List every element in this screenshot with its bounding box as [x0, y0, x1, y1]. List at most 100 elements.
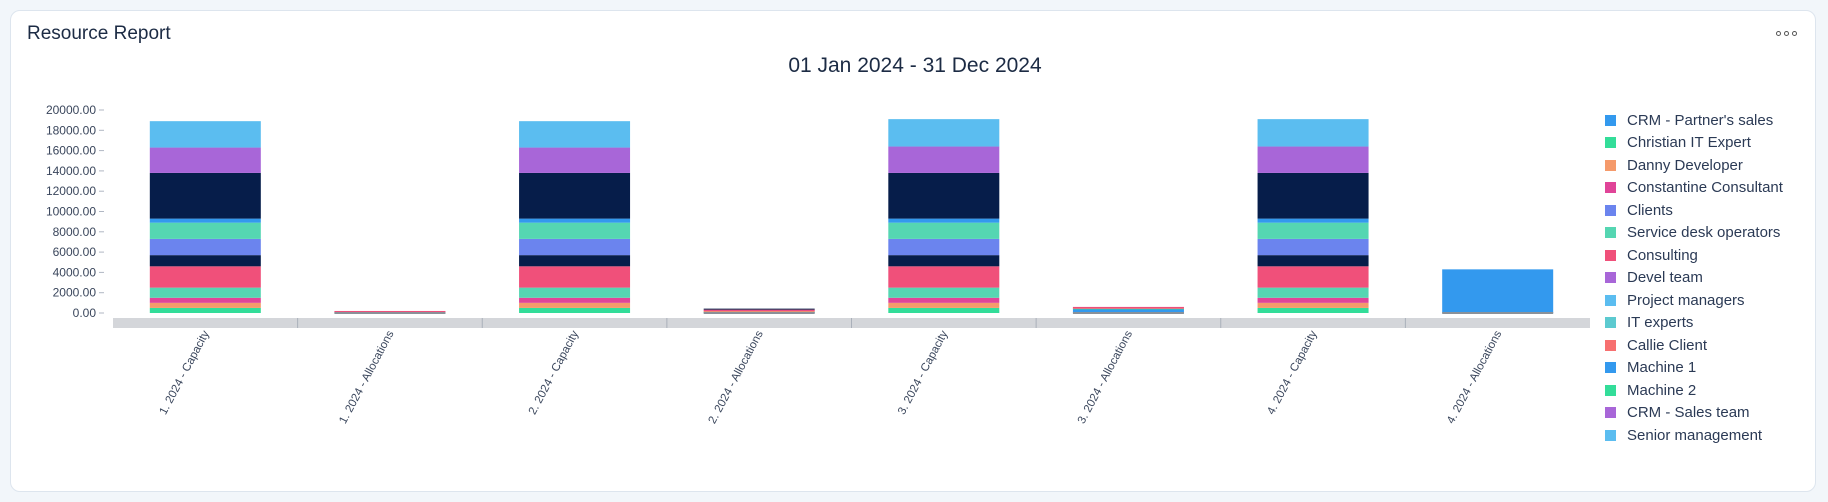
bar-segment	[334, 311, 446, 313]
x-tick-label: 2. 2024 - Allocations	[707, 329, 766, 426]
legend-item[interactable]: Christian IT Expert	[1605, 132, 1783, 155]
legend-item[interactable]: Devel team	[1605, 267, 1783, 290]
bar-segment	[1072, 306, 1184, 308]
legend-swatch	[1605, 407, 1616, 419]
bar-segment	[149, 287, 261, 298]
legend-item[interactable]: Danny Developer	[1605, 154, 1783, 177]
bar-segment	[519, 287, 631, 298]
bar-segment	[1257, 302, 1369, 308]
x-tick-label: 4. 2024 - Capacity	[1265, 329, 1320, 417]
bar-segment	[1072, 308, 1184, 313]
bar-segment	[1257, 222, 1369, 239]
y-tick-label: 2000.00	[53, 286, 97, 300]
legend-swatch	[1605, 249, 1616, 261]
legend-label: Devel team	[1627, 269, 1703, 287]
legend-swatch	[1605, 114, 1616, 126]
bar-segment	[888, 222, 1000, 239]
legend-item[interactable]: Consulting	[1605, 244, 1783, 267]
legend-label: Machine 2	[1627, 381, 1697, 399]
bar-segment	[149, 255, 261, 267]
y-tick-label: 20000.00	[46, 103, 96, 117]
bar-segment	[1072, 307, 1184, 309]
bar-segment	[1257, 287, 1369, 298]
bar-segment	[519, 172, 631, 219]
bar-segment	[519, 255, 631, 267]
y-tick-label: 10000.00	[46, 205, 96, 219]
bar-segment	[519, 222, 631, 239]
legend-label: Project managers	[1627, 291, 1745, 309]
bar-segment	[888, 119, 1000, 147]
y-tick-label: 4000.00	[53, 265, 97, 279]
x-tick-label: 3. 2024 - Capacity	[896, 329, 951, 417]
legend-label: Machine 1	[1627, 359, 1697, 377]
legend-item[interactable]: Callie Client	[1605, 334, 1783, 357]
x-tick-label: 1. 2024 - Allocations	[337, 329, 396, 426]
legend-item[interactable]: Project managers	[1605, 289, 1783, 312]
legend-label: Consulting	[1627, 246, 1698, 264]
bar-baseline	[703, 312, 815, 314]
legend-item[interactable]: Machine 1	[1605, 357, 1783, 380]
bar-segment	[888, 172, 1000, 219]
bar-segment	[1072, 308, 1184, 310]
y-tick-label: 12000.00	[46, 184, 96, 198]
legend-swatch	[1605, 339, 1616, 351]
bar-segment	[519, 218, 631, 223]
legend-label: IT experts	[1627, 314, 1694, 332]
legend-label: Service desk operators	[1627, 224, 1781, 242]
x-tick-label: 2. 2024 - Capacity	[527, 329, 582, 417]
y-tick-label: 18000.00	[46, 123, 96, 137]
bar-segment	[888, 287, 1000, 298]
legend-swatch	[1605, 317, 1616, 329]
bar-segment	[1257, 119, 1369, 147]
legend-swatch	[1605, 182, 1616, 194]
legend-item[interactable]: Constantine Consultant	[1605, 177, 1783, 200]
bar-segment	[1257, 218, 1369, 223]
bar-segment	[888, 307, 1000, 313]
y-tick-label: 8000.00	[53, 225, 97, 239]
legend-swatch	[1605, 362, 1616, 374]
bar-segment	[149, 218, 261, 223]
bar-segment	[1072, 307, 1184, 309]
bar-segment	[149, 147, 261, 173]
bar-segment	[1257, 266, 1369, 288]
bar-segment	[149, 307, 261, 313]
legend-swatch	[1605, 227, 1616, 239]
legend-item[interactable]: Senior management	[1605, 424, 1783, 447]
legend-swatch	[1605, 272, 1616, 284]
legend-item[interactable]: CRM - Sales team	[1605, 402, 1783, 425]
bar-segment	[149, 302, 261, 308]
bar-segment	[519, 266, 631, 288]
bar-segment	[703, 310, 815, 312]
bar-segment	[888, 238, 1000, 256]
legend-label: Clients	[1627, 201, 1673, 219]
x-tick-label: 1. 2024 - Capacity	[158, 329, 213, 417]
legend-item[interactable]: CRM - Partner's sales	[1605, 109, 1783, 132]
bar-segment	[888, 297, 1000, 303]
more-dots-icon[interactable]	[1772, 27, 1801, 40]
legend-item[interactable]: Clients	[1605, 199, 1783, 222]
bar-segment	[1257, 255, 1369, 267]
bar-segment	[1257, 172, 1369, 219]
bar-segment	[149, 266, 261, 288]
bar-segment	[888, 146, 1000, 173]
bar-segment	[703, 308, 815, 310]
bar-segment	[1257, 146, 1369, 173]
bar-segment	[519, 238, 631, 256]
bar-segment	[519, 297, 631, 303]
legend-label: Senior management	[1627, 426, 1763, 444]
bar-baseline	[1442, 312, 1554, 314]
legend-swatch	[1605, 429, 1616, 441]
legend-swatch	[1605, 137, 1616, 149]
bar-segment	[703, 311, 815, 313]
bar-segment	[149, 297, 261, 303]
legend-swatch	[1605, 384, 1616, 396]
legend-swatch	[1605, 294, 1616, 306]
x-tick-label: 3. 2024 - Allocations	[1076, 329, 1135, 426]
legend-item[interactable]: IT experts	[1605, 312, 1783, 335]
bar-segment	[149, 238, 261, 256]
legend-label: Danny Developer	[1627, 156, 1743, 174]
bar-segment	[888, 218, 1000, 223]
legend-item[interactable]: Machine 2	[1605, 379, 1783, 402]
legend-item[interactable]: Service desk operators	[1605, 222, 1783, 245]
